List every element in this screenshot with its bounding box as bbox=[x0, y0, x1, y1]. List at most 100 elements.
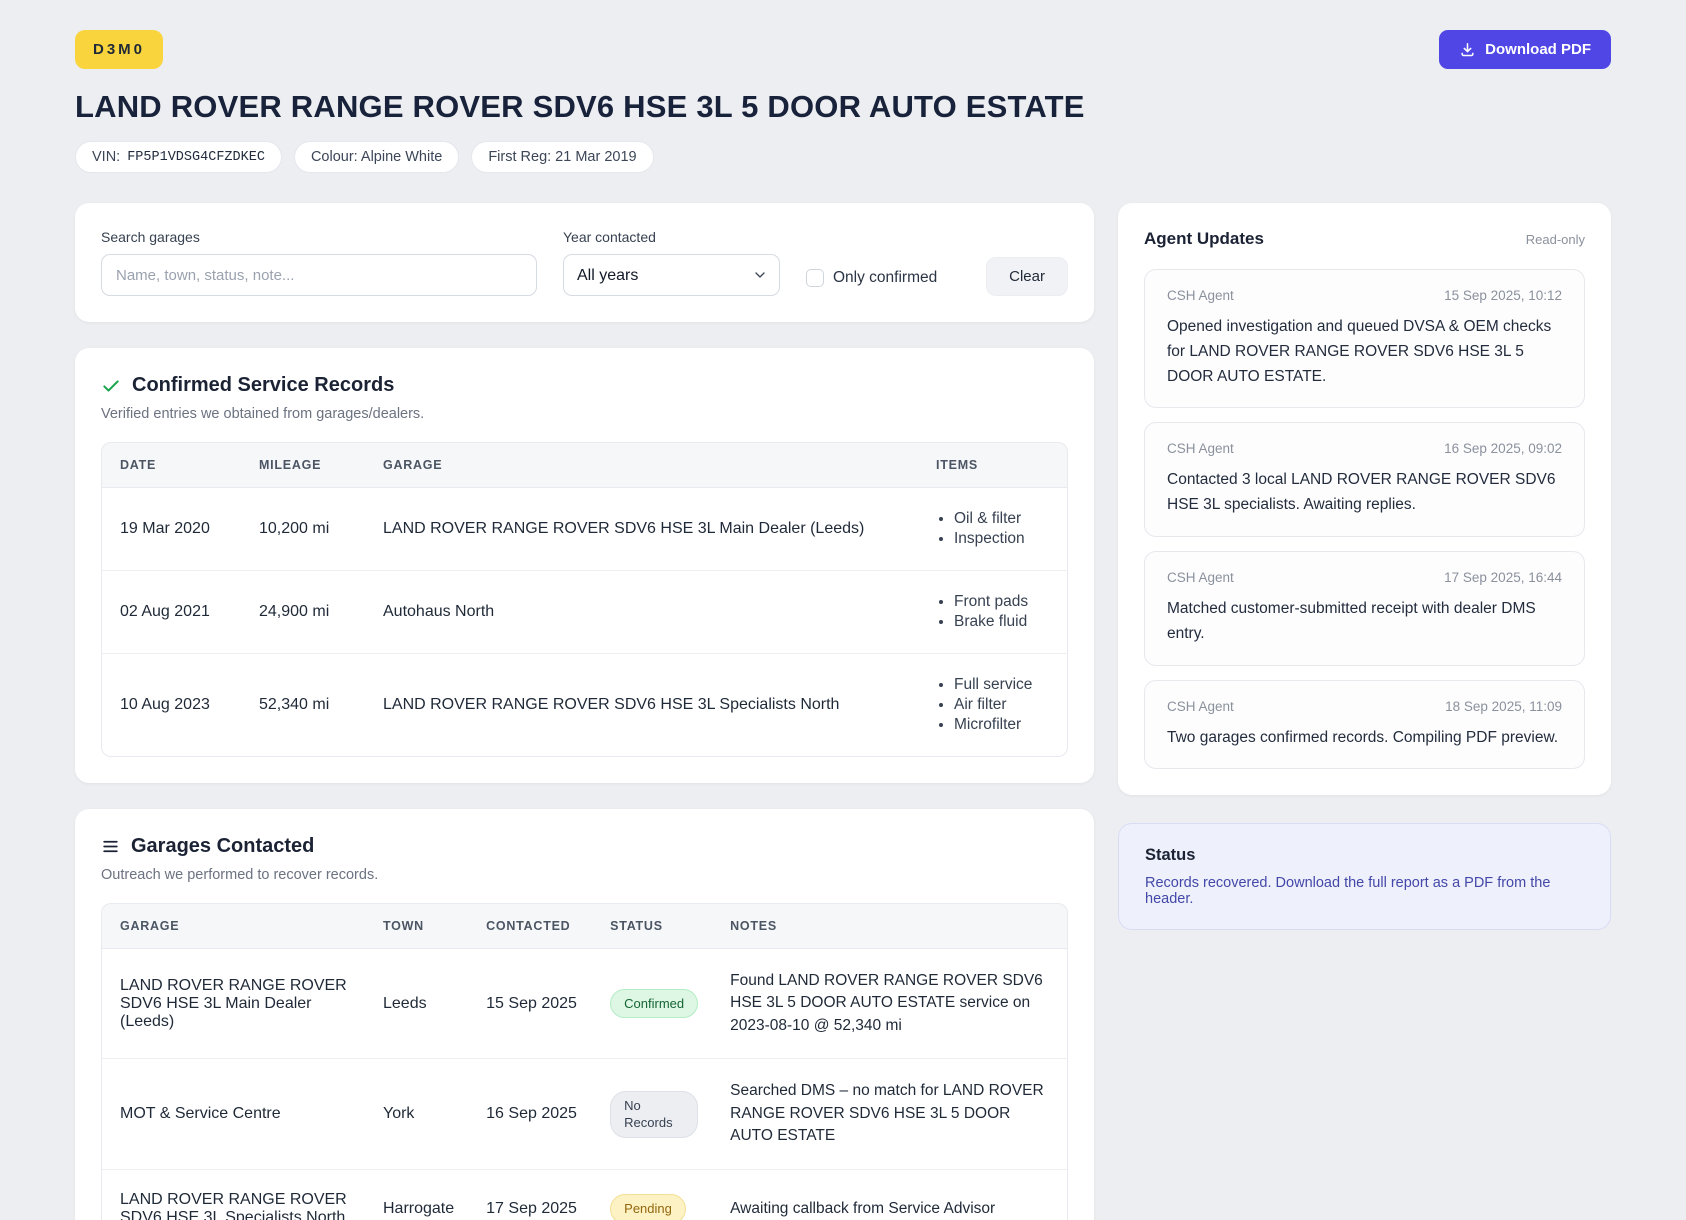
col-notes: NOTES bbox=[714, 903, 1068, 949]
agent-name: CSH Agent bbox=[1167, 569, 1234, 585]
garage-name: MOT & Service Centre bbox=[101, 1059, 367, 1170]
col-garage: GARAGE bbox=[101, 903, 367, 949]
year-field-group: Year contacted All years bbox=[563, 229, 780, 296]
col-garage: GARAGE bbox=[367, 442, 920, 488]
agent-update-item: CSH Agent 16 Sep 2025, 09:02 Contacted 3… bbox=[1144, 422, 1585, 537]
status-panel: Status Records recovered. Download the f… bbox=[1118, 823, 1611, 931]
status-text: Records recovered. Download the full rep… bbox=[1145, 875, 1551, 908]
garage-name: LAND ROVER RANGE ROVER SDV6 HSE 3L Speci… bbox=[101, 1169, 367, 1220]
col-town: TOWN bbox=[367, 903, 471, 949]
garage-contacted: 15 Sep 2025 bbox=[470, 949, 595, 1060]
garage-notes: Found LAND ROVER RANGE ROVER SDV6 HSE 3L… bbox=[714, 949, 1068, 1060]
update-text: Opened investigation and queued DVSA & O… bbox=[1167, 318, 1552, 385]
record-date: 10 Aug 2023 bbox=[101, 654, 243, 757]
agent-update-item: CSH Agent 18 Sep 2025, 11:09 Two garages… bbox=[1144, 679, 1585, 770]
record-mileage: 10,200 mi bbox=[243, 488, 367, 571]
agent-updates-title: Agent Updates bbox=[1144, 229, 1264, 248]
vehicle-chips: VIN: FP5P1VDSG4CFZDKEC Colour: Alpine Wh… bbox=[75, 141, 1611, 173]
garage-name: LAND ROVER RANGE ROVER SDV6 HSE 3L Main … bbox=[101, 949, 367, 1060]
confirmed-records-table: DATE MILEAGE GARAGE ITEMS 19 Mar 2020 10… bbox=[101, 442, 1068, 757]
table-row: MOT & Service Centre York 16 Sep 2025 No… bbox=[101, 1059, 1068, 1170]
filter-panel: Search garages Year contacted All years bbox=[75, 203, 1094, 322]
search-label: Search garages bbox=[101, 229, 200, 245]
update-text: Contacted 3 local LAND ROVER RANGE ROVER… bbox=[1167, 471, 1556, 514]
readonly-label: Read-only bbox=[1525, 231, 1585, 247]
garages-contacted-title: Garages Contacted bbox=[131, 835, 315, 857]
vin-label: VIN: bbox=[92, 149, 121, 165]
agent-update-item: CSH Agent 15 Sep 2025, 10:12 Opened inve… bbox=[1144, 269, 1585, 409]
record-mileage: 52,340 mi bbox=[243, 654, 367, 757]
vin-value: FP5P1VDSG4CFZDKEC bbox=[127, 149, 265, 165]
record-date: 19 Mar 2020 bbox=[101, 488, 243, 571]
confirmed-records-title: Confirmed Service Records bbox=[132, 374, 395, 396]
record-garage: LAND ROVER RANGE ROVER SDV6 HSE 3L Speci… bbox=[367, 654, 920, 757]
garage-town: Leeds bbox=[367, 949, 471, 1060]
garages-contacted-subtitle: Outreach we performed to recover records… bbox=[101, 867, 379, 883]
record-items: Front pads Brake fluid bbox=[936, 592, 1051, 632]
status-badge: Confirmed bbox=[610, 988, 699, 1019]
table-row: 19 Mar 2020 10,200 mi LAND ROVER RANGE R… bbox=[101, 488, 1068, 571]
table-header-row: GARAGE TOWN CONTACTED STATUS NOTES bbox=[101, 903, 1068, 949]
record-garage: LAND ROVER RANGE ROVER SDV6 HSE 3L Main … bbox=[367, 488, 920, 571]
vin-chip: VIN: FP5P1VDSG4CFZDKEC bbox=[75, 141, 282, 173]
col-mileage: MILEAGE bbox=[243, 442, 367, 488]
table-header-row: DATE MILEAGE GARAGE ITEMS bbox=[101, 442, 1068, 488]
update-timestamp: 16 Sep 2025, 09:02 bbox=[1444, 441, 1562, 457]
garages-contacted-table: GARAGE TOWN CONTACTED STATUS NOTES LAND … bbox=[101, 903, 1068, 1220]
garages-contacted-section: Garages Contacted Outreach we performed … bbox=[75, 809, 1094, 1220]
clear-button[interactable]: Clear bbox=[986, 257, 1068, 296]
agent-update-item: CSH Agent 17 Sep 2025, 16:44 Matched cus… bbox=[1144, 550, 1585, 666]
year-select[interactable]: All years bbox=[563, 254, 780, 296]
col-items: ITEMS bbox=[920, 442, 1068, 488]
update-timestamp: 18 Sep 2025, 11:09 bbox=[1445, 698, 1562, 714]
record-garage: Autohaus North bbox=[367, 571, 920, 654]
table-row: LAND ROVER RANGE ROVER SDV6 HSE 3L Speci… bbox=[101, 1169, 1068, 1220]
status-badge: No Records bbox=[610, 1090, 699, 1138]
status-title: Status bbox=[1145, 846, 1196, 865]
header: D3M0 Download PDF bbox=[75, 30, 1611, 69]
update-timestamp: 15 Sep 2025, 10:12 bbox=[1444, 288, 1562, 303]
menu-lines-icon bbox=[101, 837, 120, 856]
main-column: Search garages Year contacted All years bbox=[75, 203, 1094, 1220]
agent-name: CSH Agent bbox=[1167, 441, 1234, 457]
garage-contacted: 16 Sep 2025 bbox=[470, 1059, 595, 1170]
update-timestamp: 17 Sep 2025, 16:44 bbox=[1444, 569, 1562, 585]
demo-badge: D3M0 bbox=[75, 30, 164, 69]
update-text: Two garages confirmed records. Compiling… bbox=[1167, 728, 1559, 746]
only-confirmed-group: Only confirmed bbox=[806, 269, 937, 287]
garage-notes: Awaiting callback from Service Advisor bbox=[714, 1169, 1068, 1220]
year-contacted-label: Year contacted bbox=[563, 229, 656, 245]
record-items: Oil & filter Inspection bbox=[936, 509, 1051, 549]
status-badge: Pending bbox=[610, 1194, 686, 1220]
agent-updates-panel: Agent Updates Read-only CSH Agent 15 Sep… bbox=[1118, 203, 1611, 796]
sidebar: Agent Updates Read-only CSH Agent 15 Sep… bbox=[1118, 203, 1611, 931]
record-mileage: 24,900 mi bbox=[243, 571, 367, 654]
table-row: LAND ROVER RANGE ROVER SDV6 HSE 3L Main … bbox=[101, 949, 1068, 1060]
search-field-group: Search garages bbox=[101, 229, 537, 296]
record-items: Full service Air filter Microfilter bbox=[936, 675, 1051, 735]
agent-name: CSH Agent bbox=[1167, 698, 1234, 714]
garage-town: Harrogate bbox=[367, 1170, 470, 1220]
only-confirmed-checkbox[interactable] bbox=[806, 269, 824, 287]
first-reg-chip: First Reg: 21 Mar 2019 bbox=[471, 141, 654, 173]
download-pdf-button[interactable]: Download PDF bbox=[1439, 30, 1611, 69]
colour-chip: Colour: Alpine White bbox=[293, 141, 460, 173]
page-title: LAND ROVER RANGE ROVER SDV6 HSE 3L 5 DOO… bbox=[75, 89, 1085, 124]
table-row: 02 Aug 2021 24,900 mi Autohaus North Fro… bbox=[101, 571, 1068, 654]
table-row: 10 Aug 2023 52,340 mi LAND ROVER RANGE R… bbox=[101, 654, 1068, 757]
download-pdf-label: Download PDF bbox=[1485, 41, 1591, 58]
col-date: DATE bbox=[101, 442, 243, 488]
record-date: 02 Aug 2021 bbox=[101, 571, 243, 654]
download-icon bbox=[1459, 41, 1476, 58]
col-status: STATUS bbox=[594, 903, 715, 949]
search-input[interactable] bbox=[101, 254, 537, 296]
agent-name: CSH Agent bbox=[1167, 288, 1234, 303]
garage-notes: Searched DMS – no match for LAND ROVER R… bbox=[714, 1059, 1068, 1170]
garage-contacted: 17 Sep 2025 bbox=[470, 1170, 594, 1220]
confirmed-records-subtitle: Verified entries we obtained from garage… bbox=[101, 406, 425, 422]
confirmed-records-section: Confirmed Service Records Verified entri… bbox=[75, 348, 1094, 783]
check-icon bbox=[101, 376, 121, 396]
garage-town: York bbox=[367, 1059, 471, 1170]
only-confirmed-label[interactable]: Only confirmed bbox=[833, 269, 938, 286]
page: D3M0 Download PDF LAND ROVER RANGE ROVER… bbox=[75, 0, 1611, 1220]
